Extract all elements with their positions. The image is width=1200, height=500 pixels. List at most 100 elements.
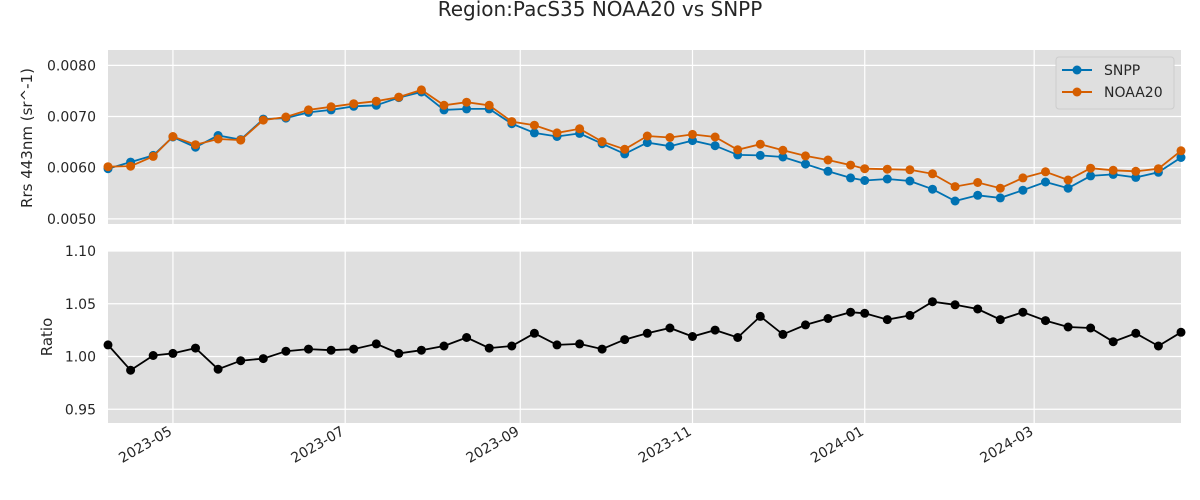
bottom-point-ratio: [281, 346, 291, 356]
legend-noaa20-label: NOAA20: [1104, 85, 1163, 101]
top-point-snpp: [973, 190, 983, 200]
top-point-snpp: [665, 141, 675, 151]
bottom-y-axis-label: Ratio: [38, 318, 56, 357]
x-tick-label: 2023-07: [289, 424, 348, 467]
top-point-noaa20: [688, 129, 697, 139]
bottom-point-ratio: [823, 314, 833, 323]
top-point-noaa20: [462, 97, 472, 107]
bottom-point-ratio: [1041, 316, 1050, 326]
bottom-y-tick-label: 1.05: [65, 297, 96, 313]
top-y-tick-label: 0.0070: [47, 110, 96, 126]
bottom-grid: [108, 250, 1181, 423]
top-point-noaa20: [995, 183, 1005, 193]
top-point-snpp: [1063, 183, 1073, 193]
bottom-point-ratio: [928, 297, 937, 307]
top-point-snpp: [905, 176, 915, 186]
bottom-point-ratio: [1153, 341, 1163, 351]
bottom-point-ratio: [642, 328, 652, 338]
bottom-point-ratio: [1063, 322, 1073, 332]
top-point-noaa20: [304, 105, 313, 115]
top-point-noaa20: [1108, 165, 1118, 175]
top-point-snpp: [1176, 153, 1186, 162]
top-point-snpp: [1018, 185, 1028, 195]
bottom-point-ratio: [148, 351, 158, 360]
top-point-noaa20: [665, 133, 675, 142]
top-y-axis-label: Rrs 443nm (sr^-1): [18, 68, 36, 208]
bottom-point-ratio: [416, 345, 426, 355]
legend-noaa20-marker: [1072, 87, 1082, 97]
x-tick-label: 2023-05: [116, 424, 175, 467]
bottom-point-ratio: [1108, 337, 1118, 347]
top-point-noaa20: [168, 132, 178, 141]
top-point-snpp: [710, 141, 720, 151]
top-point-noaa20: [882, 164, 892, 174]
legend: SNPP NOAA20: [1055, 56, 1175, 110]
x-tick-label: 2024-03: [978, 424, 1037, 467]
top-point-noaa20: [1176, 146, 1186, 156]
top-point-noaa20: [126, 161, 136, 171]
bottom-point-ratio: [394, 348, 404, 358]
top-point-noaa20: [1153, 164, 1163, 174]
bottom-point-ratio: [1131, 328, 1141, 338]
top-point-snpp: [995, 193, 1005, 203]
top-point-noaa20: [846, 160, 856, 170]
top-point-snpp: [882, 174, 892, 184]
top-point-noaa20: [710, 132, 720, 142]
x-tick-label: 2023-11: [636, 424, 695, 467]
bottom-point-ratio: [733, 333, 743, 342]
top-point-noaa20: [620, 144, 630, 154]
top-point-snpp: [778, 152, 788, 162]
top-point-noaa20: [597, 137, 607, 147]
top-point-noaa20: [191, 140, 200, 150]
bottom-point-ratio: [552, 340, 562, 350]
bottom-point-ratio: [439, 341, 449, 351]
legend-snpp-marker: [1072, 65, 1082, 75]
top-panel: 0.0050 0.0060 0.0070 0.0080 Rrs 443nm (sr^-…: [18, 50, 1186, 228]
top-point-snpp: [1086, 171, 1096, 181]
top-point-snpp: [642, 138, 652, 148]
bottom-point-ratio: [778, 329, 788, 339]
bottom-point-ratio: [304, 344, 313, 354]
top-point-snpp: [462, 104, 472, 114]
top-point-noaa20: [642, 131, 652, 141]
bottom-point-ratio: [191, 343, 200, 353]
top-point-noaa20: [755, 139, 765, 149]
top-y-tick-label: 0.0050: [47, 212, 96, 228]
top-point-snpp: [928, 184, 937, 194]
top-point-noaa20: [860, 164, 870, 174]
bottom-point-ratio: [484, 343, 494, 353]
top-point-noaa20: [575, 124, 585, 134]
bottom-point-ratio: [597, 344, 607, 354]
bottom-point-ratio: [755, 311, 765, 321]
legend-snpp-label: SNPP: [1104, 63, 1140, 79]
top-point-noaa20: [507, 117, 517, 127]
top-point-snpp: [1041, 177, 1050, 187]
top-point-noaa20: [394, 92, 404, 102]
top-point-noaa20: [484, 100, 494, 110]
top-y-tick-label: 0.0080: [47, 58, 96, 74]
bottom-point-ratio: [905, 310, 915, 320]
x-tick-labels: 2023-05 2023-07 2023-09 2023-11 2024-01 2024-…: [116, 424, 1036, 467]
top-point-snpp: [950, 196, 960, 206]
bottom-point-ratio: [349, 344, 359, 354]
bottom-point-ratio: [103, 340, 113, 350]
top-point-snpp: [529, 128, 539, 138]
bottom-point-ratio: [620, 335, 630, 345]
bottom-point-ratio: [710, 325, 720, 335]
top-point-noaa20: [823, 155, 833, 165]
top-point-noaa20: [928, 169, 937, 179]
bottom-point-ratio: [882, 315, 892, 325]
top-point-noaa20: [1041, 167, 1050, 177]
top-point-noaa20: [950, 182, 960, 192]
top-y-tick-labels: 0.0050 0.0060 0.0070 0.0080: [47, 58, 96, 228]
bottom-point-ratio: [995, 315, 1005, 325]
bottom-point-ratio: [168, 348, 178, 358]
bottom-point-ratio: [258, 354, 268, 364]
bottom-point-ratio: [507, 341, 517, 351]
top-point-noaa20: [103, 162, 113, 172]
top-point-snpp: [846, 173, 856, 183]
x-tick-label: 2023-09: [464, 424, 523, 467]
bottom-y-tick-label: 1.00: [65, 350, 96, 366]
bottom-point-ratio: [1176, 327, 1186, 337]
